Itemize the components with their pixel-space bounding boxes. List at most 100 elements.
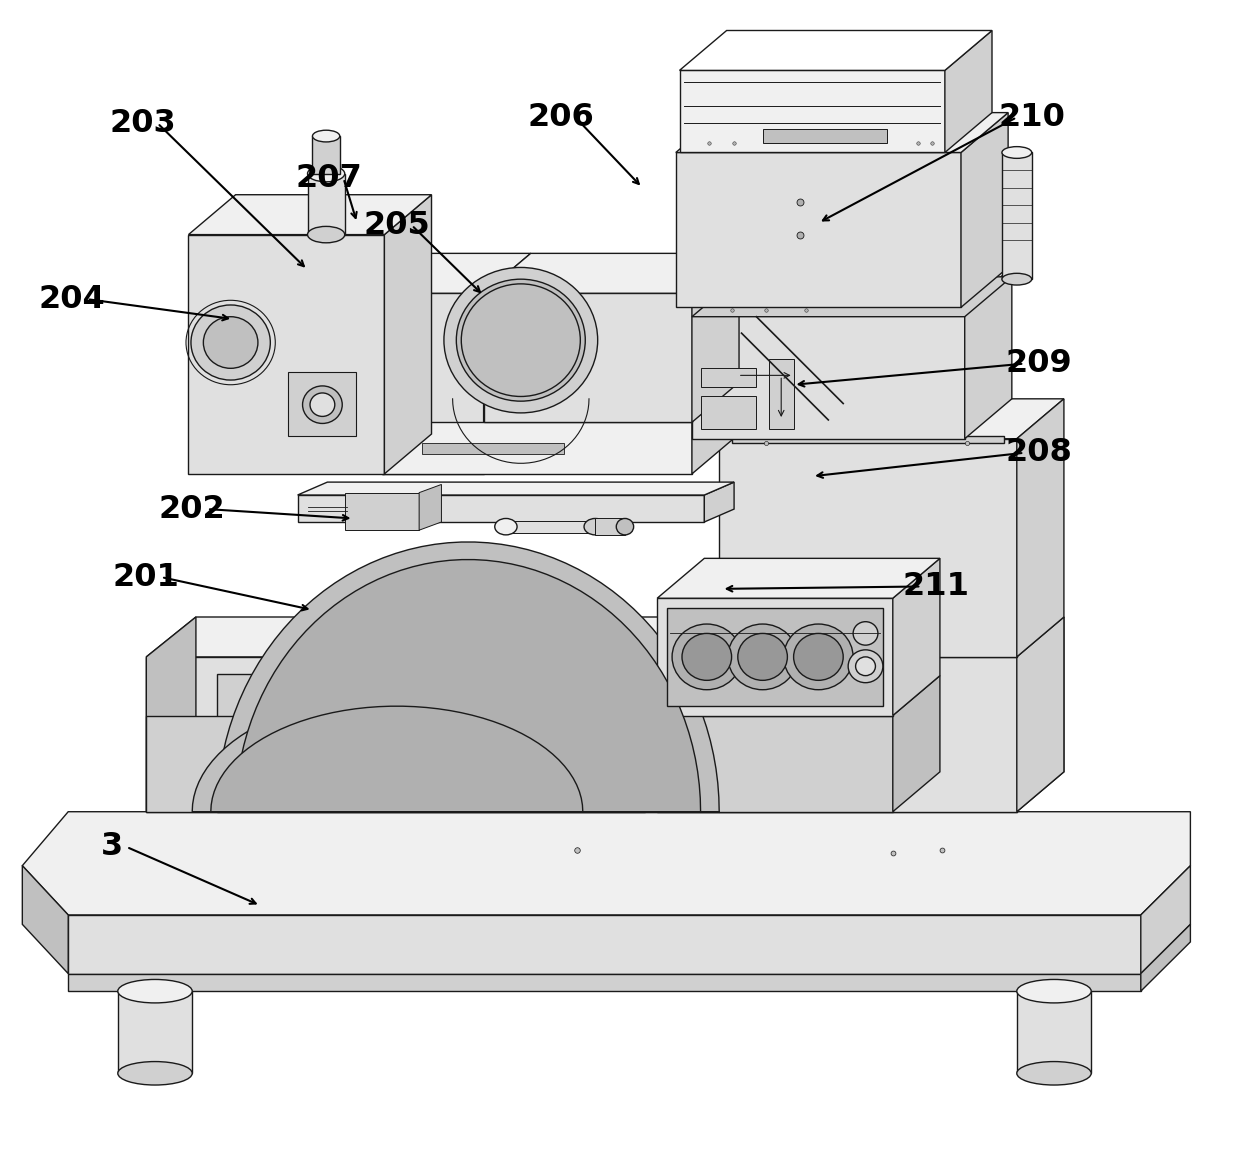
Polygon shape [692, 253, 739, 422]
Polygon shape [719, 439, 1017, 657]
Polygon shape [419, 484, 441, 530]
Circle shape [672, 624, 742, 690]
Polygon shape [217, 542, 719, 812]
Text: 211: 211 [903, 571, 970, 602]
Polygon shape [22, 866, 68, 974]
Polygon shape [298, 482, 734, 495]
Circle shape [738, 633, 787, 680]
Polygon shape [657, 716, 893, 812]
Polygon shape [893, 676, 940, 812]
Polygon shape [595, 518, 625, 535]
Bar [288, 372, 356, 436]
Polygon shape [1017, 617, 1064, 812]
Circle shape [728, 624, 797, 690]
Polygon shape [484, 253, 739, 293]
Polygon shape [192, 694, 601, 812]
Ellipse shape [312, 130, 340, 142]
Circle shape [303, 386, 342, 423]
Text: 204: 204 [38, 284, 105, 314]
Text: 207: 207 [295, 163, 362, 194]
Polygon shape [692, 267, 1012, 307]
Polygon shape [1141, 924, 1190, 991]
Polygon shape [965, 267, 1012, 439]
Polygon shape [692, 277, 1012, 317]
Polygon shape [1017, 399, 1064, 657]
Polygon shape [667, 608, 883, 706]
Polygon shape [308, 174, 345, 235]
Ellipse shape [1002, 273, 1032, 285]
Polygon shape [382, 253, 531, 293]
Circle shape [456, 279, 585, 401]
Bar [701, 396, 756, 429]
Polygon shape [506, 521, 595, 533]
Polygon shape [484, 293, 692, 422]
Circle shape [794, 633, 843, 680]
Polygon shape [146, 617, 1064, 657]
Polygon shape [422, 443, 564, 454]
Polygon shape [484, 253, 531, 474]
Ellipse shape [1017, 979, 1091, 1003]
Text: 201: 201 [113, 562, 180, 592]
Polygon shape [719, 399, 1064, 439]
Text: 209: 209 [1006, 348, 1073, 379]
Bar [732, 436, 1004, 443]
Ellipse shape [118, 1062, 192, 1085]
Polygon shape [657, 598, 893, 716]
Text: 205: 205 [363, 210, 430, 240]
Ellipse shape [308, 226, 345, 243]
Polygon shape [382, 293, 484, 474]
Polygon shape [188, 235, 384, 474]
Polygon shape [676, 152, 961, 307]
Polygon shape [217, 674, 719, 812]
Polygon shape [692, 382, 739, 474]
Polygon shape [312, 136, 340, 174]
Circle shape [784, 624, 853, 690]
Circle shape [848, 650, 883, 683]
Polygon shape [382, 422, 692, 474]
Text: 210: 210 [998, 102, 1065, 133]
Ellipse shape [308, 165, 345, 182]
Circle shape [444, 267, 598, 413]
Ellipse shape [118, 979, 192, 1003]
Polygon shape [236, 560, 701, 812]
Text: 203: 203 [109, 108, 176, 138]
Polygon shape [680, 30, 992, 70]
Ellipse shape [1002, 147, 1032, 158]
Circle shape [310, 393, 335, 416]
Circle shape [203, 317, 258, 368]
Bar [769, 359, 794, 429]
Polygon shape [961, 113, 1008, 307]
Polygon shape [676, 113, 1008, 152]
Polygon shape [22, 812, 1190, 915]
Polygon shape [657, 558, 940, 598]
Circle shape [191, 305, 270, 380]
Bar [763, 129, 887, 143]
Polygon shape [945, 30, 992, 152]
Ellipse shape [495, 518, 517, 535]
Polygon shape [146, 716, 645, 812]
Polygon shape [68, 974, 1141, 991]
Polygon shape [345, 493, 419, 530]
Polygon shape [118, 991, 192, 1073]
Text: 206: 206 [527, 102, 594, 133]
Circle shape [856, 657, 875, 676]
Polygon shape [680, 70, 945, 152]
Polygon shape [1017, 991, 1091, 1073]
Polygon shape [146, 657, 1017, 812]
Text: 208: 208 [1006, 438, 1073, 468]
Ellipse shape [616, 518, 634, 535]
Polygon shape [1002, 152, 1032, 279]
Polygon shape [893, 558, 940, 716]
Polygon shape [146, 617, 196, 812]
Polygon shape [384, 195, 432, 474]
Text: 202: 202 [159, 494, 226, 524]
Polygon shape [1017, 617, 1064, 812]
Polygon shape [692, 307, 965, 439]
Text: 3: 3 [100, 832, 123, 862]
Circle shape [853, 622, 878, 645]
Polygon shape [298, 495, 704, 522]
Polygon shape [68, 915, 1141, 974]
Ellipse shape [584, 518, 606, 535]
Polygon shape [211, 706, 583, 812]
Circle shape [682, 633, 732, 680]
